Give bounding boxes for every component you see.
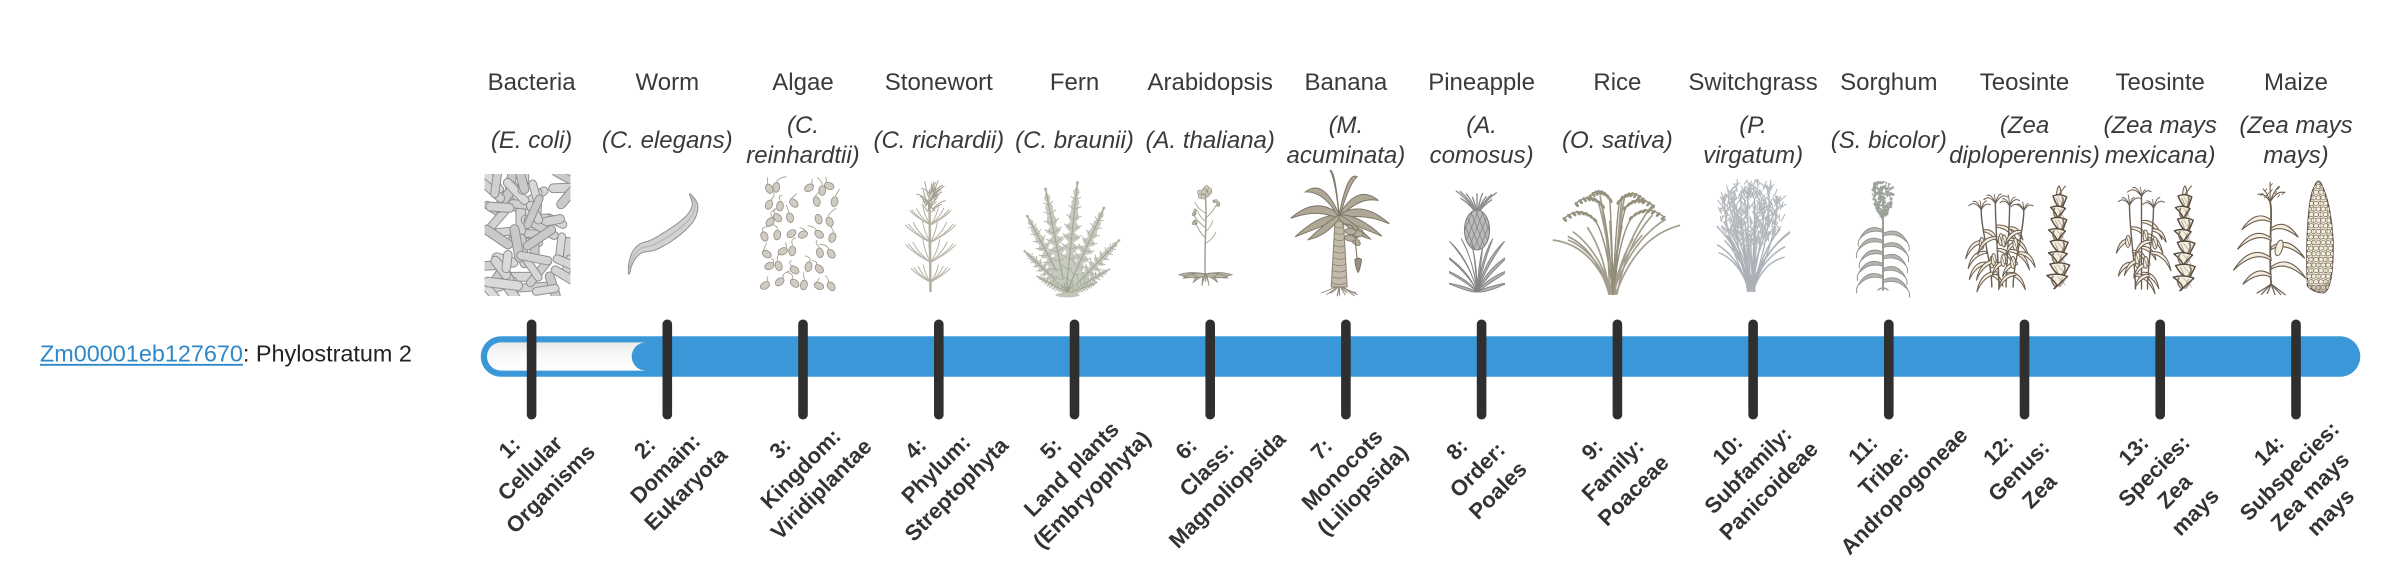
svg-text:(C. richardii): (C. richardii)	[873, 127, 1004, 154]
svg-text:(P.: (P.	[1739, 112, 1767, 139]
svg-text:Algae: Algae	[772, 69, 833, 96]
svg-text:Maize: Maize	[2264, 69, 2328, 96]
svg-text:Worm: Worm	[636, 69, 700, 96]
svg-text:(Zea: (Zea	[2000, 112, 2049, 139]
svg-text:Rice: Rice	[1593, 69, 1641, 96]
svg-text:Arabidopsis: Arabidopsis	[1147, 69, 1272, 96]
svg-text:Switchgrass: Switchgrass	[1688, 69, 1817, 96]
svg-text:(E. coli): (E. coli)	[491, 127, 572, 154]
svg-text:(Zea mays: (Zea mays	[2104, 112, 2217, 139]
svg-text:(C. elegans): (C. elegans)	[602, 127, 733, 154]
svg-text:comosus): comosus)	[1430, 142, 1534, 169]
svg-text:virgatum): virgatum)	[1703, 142, 1803, 169]
svg-text:diploperennis): diploperennis)	[1949, 142, 2100, 169]
svg-text:acuminata): acuminata)	[1287, 142, 1406, 169]
svg-text:Sorghum: Sorghum	[1840, 69, 1937, 96]
svg-text:Teosinte: Teosinte	[2116, 69, 2205, 96]
svg-text:(A.: (A.	[1466, 112, 1497, 139]
svg-text:(C. braunii): (C. braunii)	[1015, 127, 1134, 154]
svg-text:(O. sativa): (O. sativa)	[1562, 127, 1673, 154]
svg-text:Stonewort: Stonewort	[885, 69, 993, 96]
svg-text:mays): mays)	[2263, 142, 2328, 169]
svg-text:Banana: Banana	[1305, 69, 1388, 96]
svg-text:Zm00001eb127670: Phylostratum: Zm00001eb127670: Phylostratum 2	[40, 341, 412, 367]
svg-text:(M.: (M.	[1329, 112, 1364, 139]
svg-text:mexicana): mexicana)	[2105, 142, 2216, 169]
svg-text:(Zea mays: (Zea mays	[2239, 112, 2352, 139]
svg-text:Pineapple: Pineapple	[1428, 69, 1535, 96]
svg-text:reinhardtii): reinhardtii)	[746, 142, 859, 169]
svg-text:(C.: (C.	[787, 112, 819, 139]
svg-text:Bacteria: Bacteria	[488, 69, 577, 96]
svg-text:(A. thaliana): (A. thaliana)	[1145, 127, 1274, 154]
svg-text:Fern: Fern	[1050, 69, 1099, 96]
svg-text:(S. bicolor): (S. bicolor)	[1831, 127, 1947, 154]
svg-text:Teosinte: Teosinte	[1980, 69, 2069, 96]
